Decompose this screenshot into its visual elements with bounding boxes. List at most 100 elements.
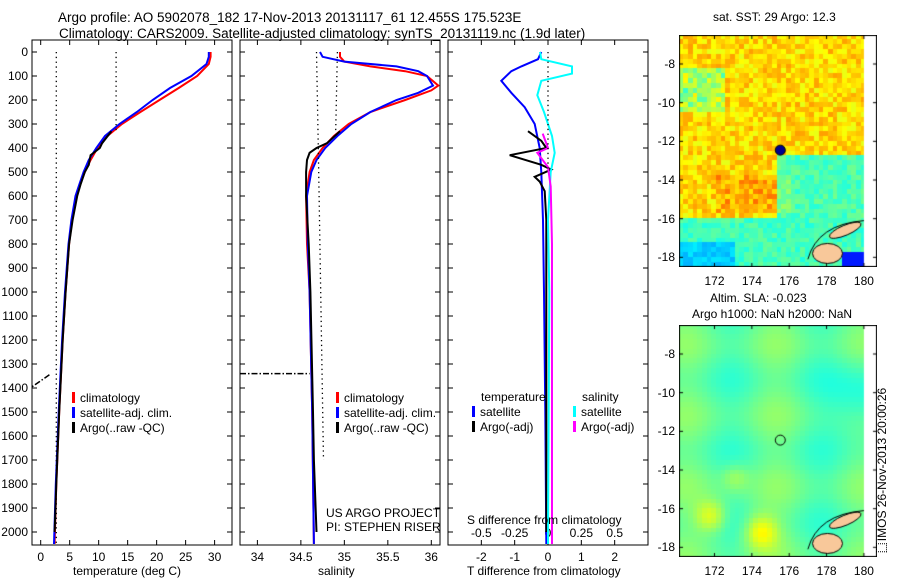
legend-argo: Argo(..raw -QC)	[72, 421, 172, 436]
sst-map-title: sat. SST: 29 Argo: 12.3	[713, 10, 836, 24]
legend-swatch	[72, 392, 75, 403]
depth-tick-label: 200	[8, 93, 28, 107]
lon-tick-label: 180	[853, 564, 874, 578]
s-tick-label: -0.5	[471, 526, 492, 540]
depth-tick-label: 1300	[1, 357, 28, 371]
lon-tick-label: 172	[704, 564, 725, 578]
lon-tick-label: 180	[853, 274, 874, 288]
series-climatology-range-high	[335, 51, 339, 132]
lon-tick-label: 176	[779, 564, 800, 578]
depth-tick-label: 800	[8, 237, 28, 251]
x-tick-label: -1	[509, 550, 520, 564]
x-tick-label: 35	[338, 550, 352, 564]
legend-climatology: climatology	[336, 391, 436, 406]
legend-label: Argo(..raw -QC)	[344, 421, 429, 435]
sdiff-legend: salinity satellite Argo(-adj)	[573, 390, 634, 435]
series-temperature-satellite	[499, 51, 548, 545]
x-tick-label: 20	[150, 550, 164, 564]
x-tick-label: 35.5	[376, 550, 400, 564]
x-tick-label: 15	[121, 550, 135, 564]
x-tick-label: -2	[476, 550, 487, 564]
depth-tick-label: 1100	[2, 309, 28, 323]
depth-tick-label: 1500	[1, 405, 28, 419]
x-tick-label: 34	[251, 550, 265, 564]
legend-label: satellite	[581, 405, 622, 419]
s-tick-label: -0.25	[501, 526, 529, 540]
lat-tick-label: -10	[657, 385, 675, 400]
lon-tick-label: 176	[779, 274, 800, 288]
x-tick-label: 0	[37, 550, 44, 564]
depth-tick-label: 1700	[1, 453, 28, 467]
legend-satellite: satellite-adj. clim.	[336, 406, 436, 421]
plot-frame	[239, 39, 441, 546]
depth-tick-label: 500	[8, 165, 28, 179]
legend-swatch	[472, 406, 475, 417]
series-climatology	[53, 52, 212, 545]
sla-map-title1: Altim. SLA: -0.023	[710, 291, 807, 305]
series-satellite-adj-clim	[53, 52, 210, 545]
sla-map	[679, 325, 877, 557]
legend-swatch	[573, 421, 576, 432]
sla-map-title2: Argo h1000: NaN h2000: NaN	[692, 307, 853, 321]
legend-swatch	[336, 422, 339, 433]
depth-tick-label: 900	[8, 261, 28, 275]
legend-swatch	[72, 422, 75, 433]
lat-tick-label: -12	[657, 134, 675, 149]
depth-tick-label: 700	[8, 213, 28, 227]
legend-argo: Argo(..raw -QC)	[336, 421, 436, 436]
legend-label: Argo(..raw -QC)	[80, 421, 165, 435]
lon-tick-label: 178	[816, 564, 837, 578]
s-tick-label: 0.25	[570, 526, 594, 540]
series-argo-raw-qc	[305, 130, 341, 533]
depth-tick-label: 1400	[1, 381, 28, 395]
temperature-legend: climatology satellite-adj. clim. Argo(..…	[72, 391, 172, 436]
lat-tick-label: -16	[657, 501, 675, 516]
s-tick-label: 0.5	[606, 526, 623, 540]
lat-tick-label: -14	[657, 463, 675, 477]
series-argo-bad-data	[32, 374, 50, 388]
x-tick-label: 10	[92, 550, 106, 564]
depth-tick-label: 300	[8, 117, 28, 131]
depth-tick-label: 1600	[1, 429, 28, 443]
legend-swatch	[336, 407, 339, 418]
lon-tick-label: 174	[741, 564, 762, 578]
legend-swatch	[573, 406, 576, 417]
x-tick-label: 5	[66, 550, 73, 564]
project-credit: US ARGO PROJECT PI: STEPHEN RISER	[326, 506, 441, 534]
depth-tick-label: 400	[8, 141, 28, 155]
legend-satellite: satellite-adj. clim.	[72, 406, 172, 421]
lat-tick-label: -10	[657, 95, 675, 110]
legend-label: Argo(-adj)	[581, 420, 635, 434]
legend-heading: temperature	[481, 390, 546, 404]
depth-tick-label: 600	[8, 189, 28, 203]
sdiff-xlabel: S difference from climatology	[467, 513, 622, 527]
lat-tick-label: -16	[657, 211, 675, 226]
lat-tick-label: -12	[657, 424, 675, 439]
x-tick-label: 30	[208, 550, 222, 564]
legend-label: climatology	[80, 391, 141, 405]
lon-tick-label: 172	[704, 274, 725, 288]
legend-label: satellite-adj. clim.	[80, 406, 173, 420]
x-tick-label: 25	[179, 550, 193, 564]
credit-pi: PI: STEPHEN RISER	[326, 520, 441, 534]
lat-tick-label: -18	[657, 250, 675, 265]
x-tick-label: 0	[545, 550, 552, 564]
depth-tick-label: 1900	[1, 501, 28, 515]
series-satellite-adj-clim	[305, 51, 435, 545]
series-climatology	[305, 52, 440, 545]
tdiff-xlabel: T difference from climatology	[467, 564, 621, 578]
legend-label: satellite	[480, 405, 521, 419]
salinity-legend: climatology satellite-adj. clim. Argo(..…	[336, 391, 436, 436]
depth-tick-label: 1000	[1, 285, 28, 299]
legend-heading: salinity	[582, 390, 619, 404]
depth-tick-label: 100	[8, 69, 28, 83]
lat-tick-label: -18	[657, 540, 675, 555]
depth-tick-label: 0	[21, 45, 28, 59]
series-salinity-satellite	[536, 51, 573, 545]
lat-tick-label: -14	[657, 173, 675, 187]
credit-project: US ARGO PROJECT	[326, 506, 441, 520]
imos-timestamp: IMOS 26-Nov-2013 20:00:26	[875, 388, 889, 553]
salinity-xlabel: salinity	[318, 564, 355, 578]
